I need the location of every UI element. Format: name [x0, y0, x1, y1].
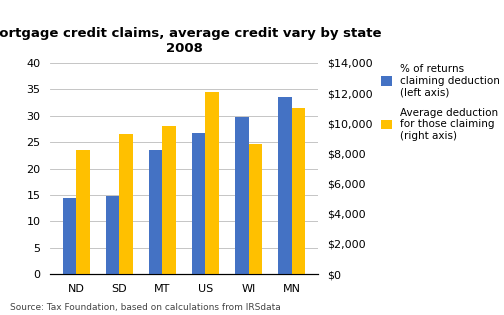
- Title: Mortgage credit claims, average credit vary by state
2008: Mortgage credit claims, average credit v…: [0, 27, 382, 55]
- Bar: [292, 108, 305, 274]
- Bar: [235, 117, 248, 274]
- Bar: [278, 97, 292, 274]
- Bar: [119, 134, 133, 274]
- Bar: [206, 92, 219, 274]
- Legend: % of returns
claiming deduction
(left axis), Average deduction
for those claimin: % of returns claiming deduction (left ax…: [382, 64, 500, 141]
- Bar: [106, 196, 119, 274]
- Bar: [162, 126, 176, 274]
- Bar: [149, 150, 162, 274]
- Bar: [248, 144, 262, 274]
- Bar: [62, 198, 76, 274]
- Text: Source: Tax Foundation, based on calculations from IRSdata: Source: Tax Foundation, based on calcula…: [10, 303, 281, 312]
- Bar: [192, 133, 206, 274]
- Bar: [76, 151, 90, 274]
